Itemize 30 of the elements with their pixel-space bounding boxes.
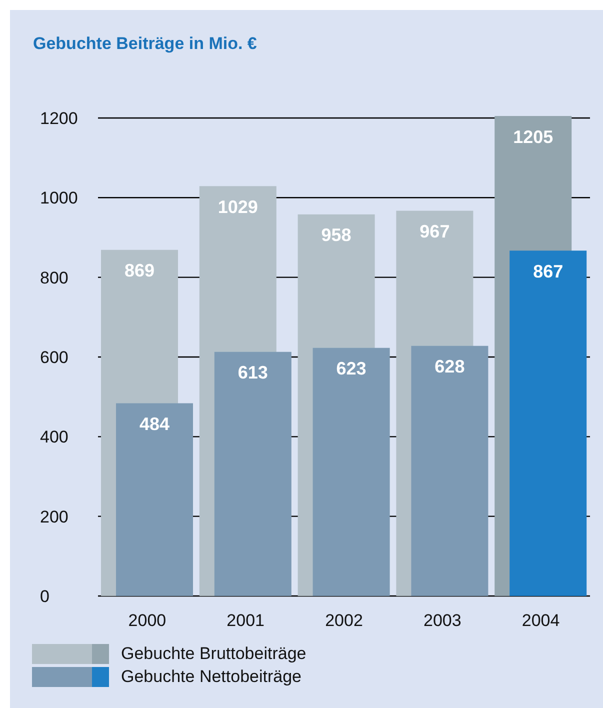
y-tick-label: 800 xyxy=(40,268,68,288)
y-tick-label: 0 xyxy=(40,587,50,606)
x-tick-label: 2002 xyxy=(325,611,363,630)
bar xyxy=(510,250,587,596)
y-tick-label: 400 xyxy=(40,428,68,447)
data-label: 1205 xyxy=(513,126,554,147)
legend-label: Gebuchte Bruttobeiträge xyxy=(121,644,306,664)
x-tick-label: 2004 xyxy=(522,611,560,630)
y-tick-label: 1000 xyxy=(40,188,78,208)
bar xyxy=(411,346,488,596)
x-tick-label: 2001 xyxy=(226,611,265,630)
y-tick-label: 200 xyxy=(40,507,68,526)
data-label: 628 xyxy=(434,356,465,377)
data-label: 484 xyxy=(139,414,170,434)
data-label: 867 xyxy=(533,261,564,282)
data-label: 967 xyxy=(420,222,450,242)
x-tick-label: 2003 xyxy=(423,611,462,630)
chart-title: Gebuchte Beiträge in Mio. € xyxy=(33,34,257,54)
data-label: 958 xyxy=(321,225,352,246)
bar xyxy=(214,352,292,596)
data-label: 869 xyxy=(124,260,155,281)
y-tick-label: 600 xyxy=(40,348,68,368)
legend-label: Gebuchte Nettobeiträge xyxy=(121,666,302,686)
x-tick-label: 2000 xyxy=(128,611,166,630)
data-label: 623 xyxy=(336,358,366,379)
y-tick-label: 1200 xyxy=(40,109,78,128)
data-label: 613 xyxy=(238,362,268,383)
data-label: 1029 xyxy=(218,196,258,217)
bar xyxy=(312,348,390,596)
bar xyxy=(116,403,193,596)
